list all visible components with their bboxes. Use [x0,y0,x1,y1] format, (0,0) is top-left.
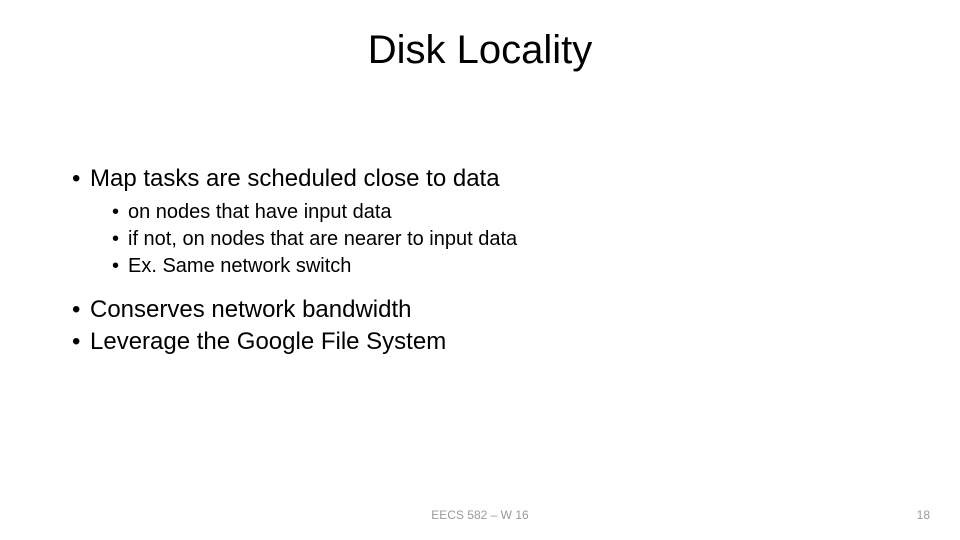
bullet-1: •Map tasks are scheduled close to data [72,165,892,193]
bullet-dot-icon: • [112,199,128,226]
bullet-2-text: Conserves network bandwidth [90,296,412,323]
bullet-3-text: Leverage the Google File System [90,328,446,355]
bullet-1-subgroup: •on nodes that have input data •if not, … [112,199,892,280]
bullet-1-sub-2: •if not, on nodes that are nearer to inp… [112,226,892,253]
footer-page-number: 18 [917,508,930,522]
slide-body: •Map tasks are scheduled close to data •… [72,165,892,360]
bullet-1-sub-3-text: Ex. Same network switch [128,255,351,277]
footer-course: EECS 582 – W 16 [0,508,960,522]
bullet-dot-icon: • [72,296,90,324]
bullet-dot-icon: • [72,165,90,193]
bullet-dot-icon: • [72,328,90,356]
bullet-2: •Conserves network bandwidth [72,296,892,324]
bullet-1-sub-3: •Ex. Same network switch [112,253,892,280]
bullet-1-sub-1-text: on nodes that have input data [128,201,392,223]
slide-title: Disk Locality [0,28,960,73]
bullet-1-text: Map tasks are scheduled close to data [90,165,500,192]
bullet-1-sub-1: •on nodes that have input data [112,199,892,226]
bullet-dot-icon: • [112,253,128,280]
bullet-dot-icon: • [112,226,128,253]
slide: Disk Locality •Map tasks are scheduled c… [0,0,960,540]
bullet-3: •Leverage the Google File System [72,328,892,356]
bullet-1-sub-2-text: if not, on nodes that are nearer to inpu… [128,228,517,250]
